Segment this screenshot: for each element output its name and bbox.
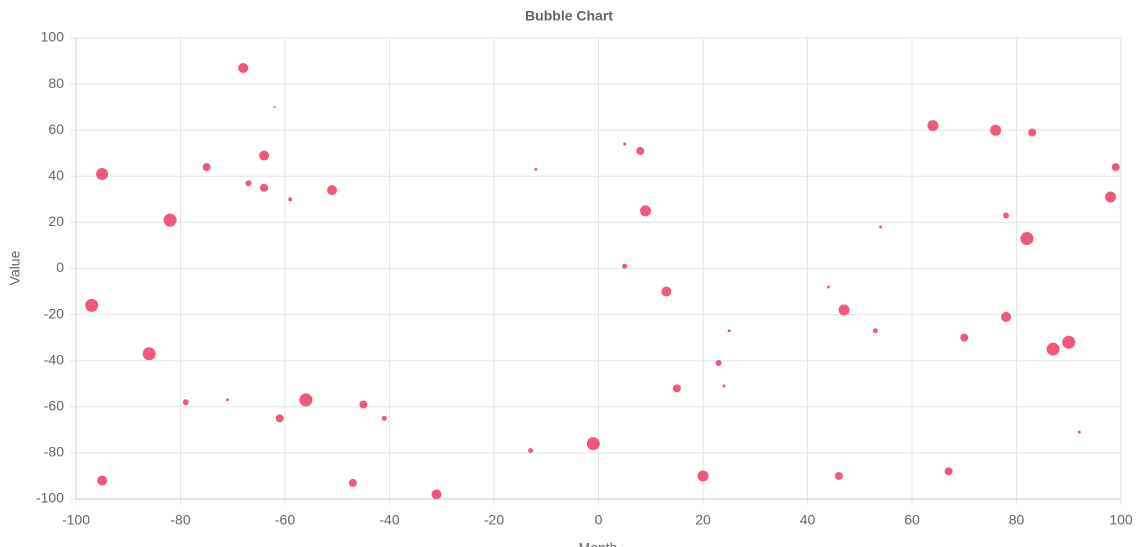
bubble — [1046, 342, 1060, 356]
bubble — [879, 225, 883, 229]
x-tick-label: -100 — [62, 512, 90, 528]
bubble — [838, 304, 850, 316]
bubble — [1003, 212, 1010, 219]
bubble — [1077, 430, 1081, 434]
bubble — [381, 415, 387, 421]
x-tick-label: -80 — [170, 512, 190, 528]
y-tick-label: -80 — [44, 444, 64, 460]
bubble — [226, 398, 230, 402]
bubble — [834, 471, 843, 480]
bubble — [826, 285, 830, 289]
y-tick-label: -20 — [44, 305, 64, 321]
bubble — [622, 263, 628, 269]
y-tick-label: 80 — [48, 75, 64, 91]
bubble — [528, 448, 534, 454]
bubble — [299, 393, 313, 407]
x-tick-label: 40 — [800, 512, 816, 528]
bubble — [872, 328, 878, 334]
y-axis-label: Value — [7, 250, 23, 285]
bubble — [259, 150, 270, 161]
y-tick-label: 60 — [48, 121, 64, 137]
bubble — [1001, 311, 1012, 322]
bubble — [586, 437, 600, 451]
chart-title: Bubble Chart — [525, 8, 613, 24]
y-tick-label: 100 — [41, 29, 65, 45]
bubble — [1105, 191, 1117, 203]
bubble — [85, 298, 99, 312]
bubble — [97, 475, 108, 486]
bubble — [245, 180, 252, 187]
bubble — [927, 120, 939, 132]
bubble — [288, 197, 293, 202]
x-tick-label: -40 — [379, 512, 399, 528]
bubble — [202, 163, 211, 172]
bubble — [722, 384, 726, 388]
x-tick-label: 100 — [1109, 512, 1133, 528]
bubble — [182, 399, 189, 406]
bubble — [944, 467, 953, 476]
x-axis-label: Month — [579, 540, 618, 547]
x-tick-label: 0 — [595, 512, 603, 528]
bubble — [697, 470, 709, 482]
bubble — [727, 329, 731, 333]
y-tick-label: -100 — [36, 490, 64, 506]
bubble — [1028, 128, 1037, 137]
bubble — [623, 142, 627, 146]
bubble — [534, 167, 538, 171]
y-tick-label: -40 — [44, 351, 64, 367]
bubble — [238, 62, 249, 73]
bubble — [636, 146, 645, 155]
bubble — [142, 347, 156, 361]
bubble — [96, 167, 109, 180]
x-tick-label: 60 — [904, 512, 920, 528]
bubble — [715, 360, 722, 367]
bubble — [163, 213, 177, 227]
bubble — [260, 183, 269, 192]
bubble — [348, 478, 357, 487]
x-tick-label: -20 — [484, 512, 504, 528]
x-tick-label: 80 — [1009, 512, 1025, 528]
bubble — [431, 489, 442, 500]
bubble — [990, 124, 1002, 136]
bubble — [359, 400, 368, 409]
x-tick-label: -60 — [275, 512, 295, 528]
y-tick-label: 20 — [48, 213, 64, 229]
bubble — [327, 185, 338, 196]
y-tick-label: 0 — [56, 259, 64, 275]
bubble — [672, 384, 681, 393]
y-tick-label: -60 — [44, 398, 64, 414]
bubble — [661, 286, 672, 297]
bubble — [273, 106, 276, 109]
bubble — [640, 205, 652, 217]
bubble — [960, 333, 969, 342]
bubble — [1062, 335, 1076, 349]
bubble — [1111, 163, 1120, 172]
y-tick-label: 40 — [48, 167, 64, 183]
x-tick-label: 20 — [695, 512, 711, 528]
bubble — [275, 414, 284, 423]
bubble — [1020, 232, 1034, 246]
